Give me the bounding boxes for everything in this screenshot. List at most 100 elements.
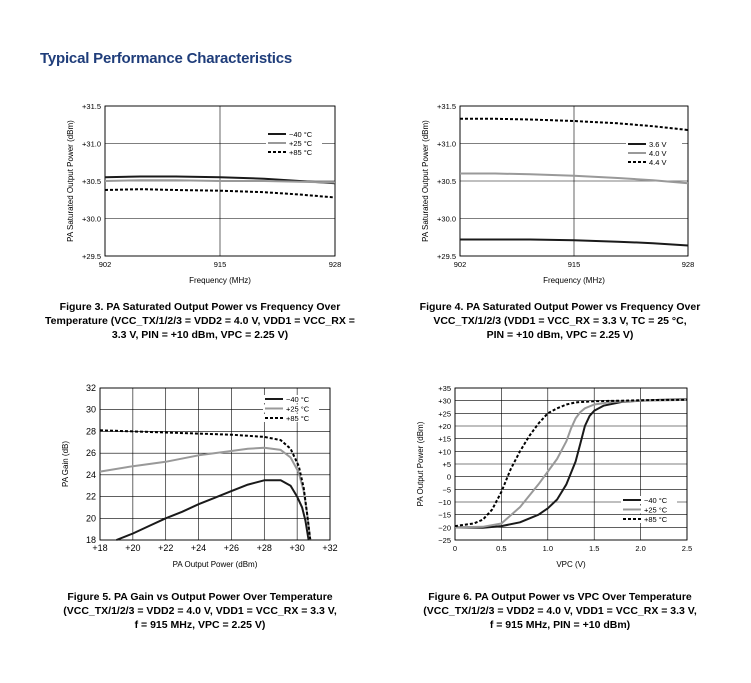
x-tick-label: 0 <box>453 544 457 553</box>
y-tick-label: −20 <box>438 523 451 532</box>
y-tick-label: 30 <box>86 405 96 415</box>
legend-bg <box>621 515 677 523</box>
x-tick-label: 915 <box>568 260 581 269</box>
y-tick-label: 24 <box>86 470 96 480</box>
y-axis-label: PA Gain (dB) <box>61 441 70 487</box>
chart-fig3: +29.5 +30.0 +30.5 +31.0 +31.5 902 915 928 Freque… <box>66 102 342 285</box>
y-tick-label: −5 <box>442 485 451 494</box>
chart-fig6: −25 −20 −15 −10 −5 0 +5 +10 +15 +20 +25 +30 +35 0 0.5 1… <box>416 384 692 569</box>
caption-fig6: Figure 6. PA Output Power vs VPC Over Te… <box>390 590 730 632</box>
x-tick-label: 928 <box>682 260 695 269</box>
plot-frame <box>459 105 689 257</box>
caption-line: 3.3 V, PIN = +10 dBm, VPC = 2.25 V) <box>111 329 289 341</box>
x-tick-label: 0.5 <box>496 544 506 553</box>
caption-line: PIN = +10 dBm, VPC = 2.25 V) <box>486 329 634 341</box>
x-tick-label: 928 <box>329 260 342 269</box>
y-tick-label: +35 <box>438 384 451 393</box>
legend-bg <box>266 130 322 138</box>
y-tick-label: +30.5 <box>437 177 456 186</box>
legend-label: +85 °C <box>289 148 313 157</box>
series-line-1 <box>460 238 689 247</box>
x-axis-label: Frequency (MHz) <box>189 276 251 285</box>
legend-label: 4.0 V <box>649 149 667 158</box>
legend-label: +85 °C <box>644 515 668 524</box>
y-tick-label: −15 <box>438 511 451 520</box>
y-tick-label: −25 <box>438 536 451 545</box>
caption-line: f = 915 MHz, PIN = +10 dBm) <box>489 619 631 631</box>
x-tick-label: 1.0 <box>543 544 553 553</box>
x-axis-label: Frequency (MHz) <box>543 276 605 285</box>
series-line-3 <box>460 117 689 131</box>
legend-label: −40 °C <box>289 130 313 139</box>
caption-line: Figure 5. PA Gain vs Output Power Over T… <box>67 591 333 603</box>
caption-line: (VCC_TX/1/2/3 = VDD2 = 4.0 V, VDD1 = VCC… <box>423 605 697 617</box>
legend-bg <box>626 158 682 166</box>
series-line-2 <box>99 446 312 541</box>
y-tick-label: 0 <box>447 473 451 482</box>
legend-label: +85 °C <box>286 414 310 423</box>
y-tick-label: +10 <box>438 447 451 456</box>
y-tick-label: +30 <box>438 397 451 406</box>
y-axis-label: PA Output Power (dBm) <box>416 421 425 506</box>
series-line-3 <box>99 429 312 541</box>
caption-line: f = 915 MHz, VPC = 2.25 V) <box>134 619 266 631</box>
y-tick-label: +31.5 <box>437 102 456 111</box>
y-tick-label: +30.5 <box>82 177 101 186</box>
x-tick-label: +24 <box>191 543 206 553</box>
series-line-1 <box>116 479 310 541</box>
x-tick-label: +28 <box>257 543 272 553</box>
legend-bg <box>626 149 682 157</box>
series-line-3 <box>454 398 688 528</box>
plot-frame <box>99 387 331 541</box>
y-tick-label: +20 <box>438 422 451 431</box>
caption-line: Figure 3. PA Saturated Output Power vs F… <box>59 301 341 313</box>
x-tick-label: +30 <box>290 543 305 553</box>
y-tick-label: 28 <box>86 426 96 436</box>
legend-bg <box>621 496 677 504</box>
x-tick-label: 2.5 <box>682 544 692 553</box>
legend-label: +25 °C <box>289 139 313 148</box>
y-tick-label: −10 <box>438 498 451 507</box>
y-tick-label: +30.0 <box>437 215 456 224</box>
plot-frame <box>454 387 688 541</box>
caption-fig3: Figure 3. PA Saturated Output Power vs F… <box>30 300 370 342</box>
y-tick-label: +31.5 <box>82 102 101 111</box>
y-tick-label: 18 <box>86 535 96 545</box>
y-tick-label: +31.0 <box>82 140 101 149</box>
y-tick-label: +5 <box>442 460 451 469</box>
chart-fig5: 18 20 22 24 26 28 30 32 +18 +20 +22 +24 +26 +28 +30 +32… <box>61 383 338 569</box>
x-axis-label: PA Output Power (dBm) <box>173 560 258 569</box>
y-axis-label: PA Saturated Output Power (dBm) <box>66 120 75 242</box>
legend-label: −40 °C <box>644 496 668 505</box>
caption-line: Figure 6. PA Output Power vs VPC Over Te… <box>428 591 692 603</box>
legend-bg <box>263 404 319 413</box>
x-tick-label: 1.5 <box>589 544 599 553</box>
y-tick-label: +15 <box>438 435 451 444</box>
caption-line: Temperature (VCC_TX/1/2/3 = VDD2 = 4.0 V… <box>45 315 355 327</box>
x-tick-label: 2.0 <box>635 544 645 553</box>
x-tick-label: +32 <box>322 543 337 553</box>
caption-line: Figure 4. PA Saturated Output Power vs F… <box>419 301 701 313</box>
caption-fig4: Figure 4. PA Saturated Output Power vs F… <box>390 300 730 342</box>
y-tick-label: 22 <box>86 492 96 502</box>
legend-bg <box>266 148 322 156</box>
caption-line: VCC_TX/1/2/3 (VDD1 = VCC_RX = 3.3 V, TC … <box>433 315 687 327</box>
legend-bg <box>263 395 319 403</box>
y-tick-label: +30.0 <box>82 215 101 224</box>
y-tick-label: +29.5 <box>82 252 101 261</box>
x-tick-label: 902 <box>454 260 467 269</box>
y-tick-label: +29.5 <box>437 252 456 261</box>
x-tick-label: 902 <box>99 260 112 269</box>
legend-bg <box>263 414 319 422</box>
y-tick-label: 26 <box>86 448 96 458</box>
x-tick-label: 915 <box>214 260 227 269</box>
series-line-2 <box>104 179 336 184</box>
y-tick-label: 32 <box>86 383 96 393</box>
legend-bg <box>621 505 677 514</box>
x-axis-label: VPC (V) <box>556 560 586 569</box>
legend-label: +25 °C <box>644 506 668 515</box>
page-heading: Typical Performance Characteristics <box>40 50 293 67</box>
legend-label: +25 °C <box>286 405 310 414</box>
series-line-3 <box>104 188 336 199</box>
y-tick-label: +31.0 <box>437 140 456 149</box>
